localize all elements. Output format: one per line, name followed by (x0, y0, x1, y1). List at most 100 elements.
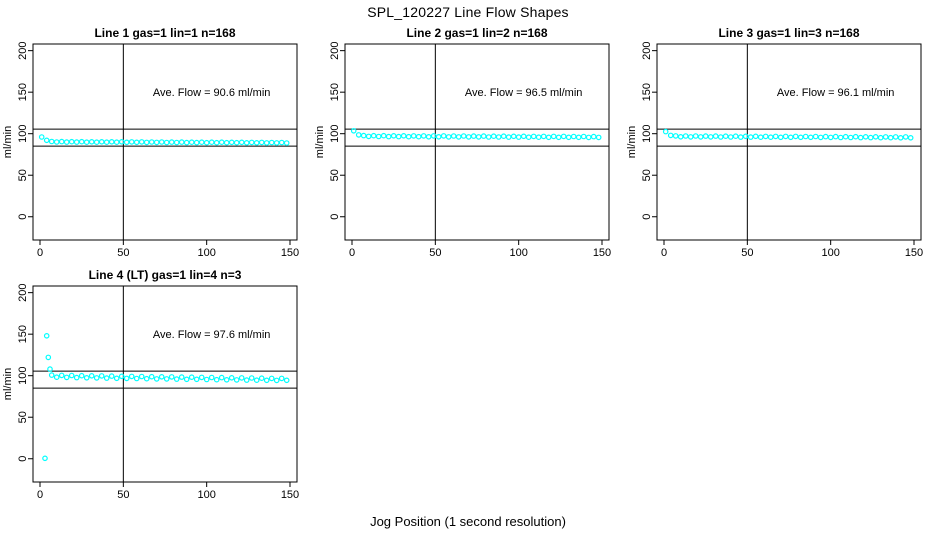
data-point (440, 133, 447, 139)
data-point (148, 373, 155, 380)
data-point (108, 373, 115, 379)
data-point (837, 134, 844, 141)
data-point (525, 134, 532, 141)
data-point (585, 134, 592, 141)
data-point (847, 134, 854, 141)
ave-flow-annotation: Ave. Flow = 96.1 ml/min (777, 87, 894, 99)
data-point (570, 133, 577, 140)
data-point (193, 139, 200, 146)
data-point (807, 134, 814, 141)
x-tick-label: 0 (661, 247, 667, 259)
panel-row-2: Line 4 (LT) gas=1 lin=4 n=3 0 50 100 150 0 50 1… (0, 266, 312, 506)
data-point (772, 133, 779, 140)
x-tick-label: 0 (37, 489, 43, 501)
data-point (445, 134, 452, 140)
data-point (128, 373, 135, 380)
data-point (727, 134, 734, 140)
data-point (395, 133, 402, 140)
flow-panel-2: Line 2 gas=1 lin=2 n=168 0 50 100 150 0 50 100 1… (314, 26, 611, 259)
data-point (495, 134, 502, 140)
data-point (178, 374, 185, 380)
data-point (662, 128, 669, 135)
y-axis-label: ml/min (2, 368, 14, 400)
data-point (123, 139, 130, 146)
data-point (500, 133, 507, 140)
ave-flow-annotation: Ave. Flow = 96.5 ml/min (465, 87, 582, 99)
data-point (677, 134, 684, 140)
x-tick-label: 50 (117, 247, 129, 259)
data-point (78, 372, 85, 379)
ave-flow-annotation: Ave. Flow = 97.6 ml/min (153, 329, 270, 341)
data-point (58, 372, 65, 379)
data-point (153, 376, 160, 382)
data-point (545, 134, 552, 141)
data-point (857, 134, 864, 141)
data-point (188, 374, 195, 381)
data-point (118, 139, 125, 145)
y-axis-label: ml/min (626, 126, 638, 158)
data-point (158, 139, 165, 145)
data-point (43, 137, 50, 144)
y-tick-label: 200 (17, 283, 29, 301)
data-point (93, 375, 100, 381)
data-point (183, 139, 190, 146)
data-point (48, 372, 55, 378)
data-point (143, 375, 150, 382)
x-tick-label: 150 (281, 489, 299, 501)
data-point (707, 134, 714, 140)
data-point (163, 139, 170, 146)
data-point (862, 134, 869, 140)
data-point (93, 139, 100, 146)
figure-title: SPL_120227 Line Flow Shapes (367, 4, 569, 20)
plot-box (656, 43, 922, 241)
data-point (38, 134, 45, 140)
data-point (83, 139, 90, 146)
x-tick-label: 50 (741, 247, 753, 259)
data-point (83, 375, 90, 381)
data-point (762, 133, 769, 140)
data-point (218, 139, 225, 146)
y-tick-label: 200 (329, 41, 341, 59)
ave-flow-annotation: Ave. Flow = 90.6 ml/min (153, 87, 270, 99)
scatter-points (42, 333, 290, 462)
data-point (535, 134, 542, 141)
data-point (168, 139, 175, 145)
data-point (53, 139, 60, 145)
scatter-points (662, 128, 914, 141)
data-point (268, 375, 275, 382)
plot-box (32, 43, 298, 241)
data-point (365, 133, 372, 140)
data-point (138, 139, 145, 145)
data-point (812, 133, 819, 140)
data-point (490, 133, 497, 140)
y-tick-label: 100 (17, 125, 29, 143)
y-tick-label: 0 (17, 456, 29, 462)
data-point (832, 133, 839, 140)
data-point (173, 139, 180, 146)
data-point (238, 375, 245, 381)
data-point (672, 133, 679, 139)
data-point (550, 133, 557, 140)
panel-row-1: Line 1 gas=1 lin=1 n=168 0 50 100 150 0 50 100 1… (0, 24, 936, 264)
data-point (158, 374, 165, 380)
data-point (590, 133, 597, 140)
data-point (475, 134, 482, 140)
y-tick-label: 0 (17, 214, 29, 220)
data-point (355, 132, 362, 138)
data-point (73, 374, 80, 381)
data-point (188, 139, 195, 146)
data-point (792, 133, 799, 140)
data-point (897, 135, 904, 141)
data-point (228, 375, 235, 381)
data-point (882, 134, 889, 140)
data-point (258, 375, 265, 382)
y-tick-label: 50 (17, 411, 29, 423)
data-point (470, 133, 477, 139)
x-tick-label: 150 (593, 247, 611, 259)
data-point (203, 376, 210, 383)
y-tick-label: 50 (641, 169, 653, 181)
data-point (198, 139, 205, 146)
data-point (907, 135, 914, 141)
data-point (390, 133, 397, 139)
data-point (757, 134, 764, 141)
